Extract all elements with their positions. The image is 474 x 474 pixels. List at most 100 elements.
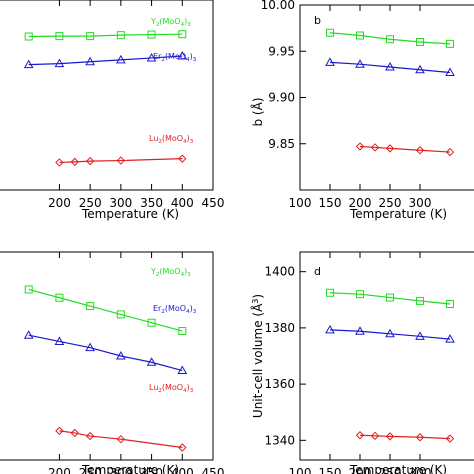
x-tick-label: 450 xyxy=(202,466,225,474)
data-point-square xyxy=(55,293,64,302)
data-point-diamond xyxy=(70,157,79,167)
panel-d-xlabel: Temperature (K) xyxy=(349,463,447,474)
data-point-triangle xyxy=(54,336,65,345)
panel-d-y-ticks: 1340 1360 1380 1400 xyxy=(264,265,306,447)
data-point-triangle xyxy=(385,61,395,71)
panel-d-x-ticks: 100 150 200 250 300 xyxy=(289,252,431,474)
x-tick-label: 450 xyxy=(202,196,225,210)
panel-c: 200 250 300 350 400 450 Temperature (K) Y2(Mo… xyxy=(0,251,225,474)
data-point-triangle xyxy=(355,326,365,335)
x-tick-label: 250 xyxy=(379,196,402,210)
panel-c-frame xyxy=(0,251,214,461)
panel-b-x-ticks: 100 150 200 250 300 xyxy=(289,5,431,210)
panel-d-frame xyxy=(299,251,474,461)
panel-c-label-y: Y2(MoO4)3 xyxy=(150,267,191,278)
data-point-diamond xyxy=(85,156,95,166)
series-line xyxy=(359,434,451,440)
data-point-diamond xyxy=(85,431,95,441)
data-point-diamond xyxy=(385,432,395,441)
data-point-triangle xyxy=(115,350,126,360)
data-point-square xyxy=(326,288,334,297)
x-tick-label: 300 xyxy=(109,196,132,210)
panel-a: 200 250 300 350 400 450 Temperature (K) Y2(Mo… xyxy=(0,0,224,221)
data-point-square xyxy=(326,28,334,37)
panel-a-xlabel: Temperature (K) xyxy=(81,207,179,221)
data-point-square xyxy=(116,31,125,40)
data-point-diamond xyxy=(415,146,425,155)
data-point-triangle xyxy=(325,324,335,334)
x-tick-label: 200 xyxy=(48,466,71,474)
x-tick-label: 400 xyxy=(171,196,194,210)
x-tick-label: 200 xyxy=(349,196,372,210)
panel-a-label-er: Er2(MoO4)3 xyxy=(153,52,197,63)
series-line xyxy=(329,32,451,45)
series-line xyxy=(28,334,183,372)
data-point-square xyxy=(178,30,187,39)
panel-a-label-y: Y2(MoO4)3 xyxy=(150,17,191,28)
data-point-square xyxy=(356,31,364,40)
data-point-diamond xyxy=(370,431,380,441)
data-point-square xyxy=(416,296,424,305)
data-point-square xyxy=(147,30,156,39)
x-tick-label: 400 xyxy=(171,466,194,474)
y-tick-label: 1340 xyxy=(264,433,295,447)
data-point-triangle xyxy=(54,58,65,68)
data-point-square xyxy=(446,39,454,48)
panel-d-ylabel: Unit-cell volume (Å3) xyxy=(250,294,265,418)
data-point-diamond xyxy=(445,147,455,157)
data-point-square xyxy=(356,290,364,299)
x-tick-label: 250 xyxy=(79,196,102,210)
data-point-triangle xyxy=(115,54,126,64)
data-point-square xyxy=(24,32,33,41)
panel-c-label-er: Er2(MoO4)3 xyxy=(153,304,197,315)
data-point-square xyxy=(446,300,454,308)
data-point-square xyxy=(386,35,394,44)
data-point-triangle xyxy=(177,365,188,375)
data-point-diamond xyxy=(385,144,395,153)
data-point-square xyxy=(86,302,95,311)
panel-b-ylabel: b (Å) xyxy=(250,97,265,126)
y-tick-label: 1380 xyxy=(264,321,295,335)
panel-d: 100 150 200 250 300 1340 1360 1380 1400 d Tempe… xyxy=(250,251,474,474)
panel-b-letter: b xyxy=(314,14,321,27)
data-point-triangle xyxy=(23,330,34,339)
data-point-square xyxy=(116,310,125,319)
x-tick-label: 100 xyxy=(289,196,312,210)
data-point-triangle xyxy=(385,328,395,338)
data-point-diamond xyxy=(355,431,365,440)
x-tick-label: 250 xyxy=(79,466,102,474)
series-line xyxy=(329,61,451,74)
data-point-square xyxy=(386,293,394,302)
panel-a-frame xyxy=(0,0,214,191)
data-point-triangle xyxy=(85,342,96,352)
panel-c-label-lu: Lu2(MoO4)3 xyxy=(149,383,194,394)
data-point-triangle xyxy=(415,64,425,74)
series-line xyxy=(59,430,183,449)
panel-b-xlabel: Temperature (K) xyxy=(349,207,447,221)
data-point-square xyxy=(86,32,95,41)
x-tick-label: 350 xyxy=(140,466,163,474)
data-point-triangle xyxy=(355,59,365,68)
data-point-triangle xyxy=(415,331,425,340)
data-point-diamond xyxy=(355,142,365,151)
data-point-diamond xyxy=(415,433,425,442)
panel-b-y-ticks: 9.85 9.90 9.95 10.00 xyxy=(261,0,306,151)
x-tick-label: 100 xyxy=(289,466,312,474)
y-tick-label: 9.90 xyxy=(268,91,295,105)
data-point-diamond xyxy=(116,434,126,444)
data-point-triangle xyxy=(325,57,335,66)
series-line xyxy=(28,55,183,66)
data-point-square xyxy=(416,38,424,46)
data-point-square xyxy=(147,318,156,327)
x-tick-label: 300 xyxy=(109,466,132,474)
data-point-triangle xyxy=(85,56,96,66)
panel-b-series xyxy=(325,28,455,157)
data-point-square xyxy=(178,327,187,336)
y-tick-label: 9.95 xyxy=(268,44,295,58)
series-line xyxy=(359,145,451,153)
data-point-diamond xyxy=(445,434,455,443)
y-tick-label: 1400 xyxy=(264,265,295,279)
data-point-triangle xyxy=(177,51,188,60)
data-point-square xyxy=(55,32,64,41)
series-line xyxy=(28,33,183,38)
